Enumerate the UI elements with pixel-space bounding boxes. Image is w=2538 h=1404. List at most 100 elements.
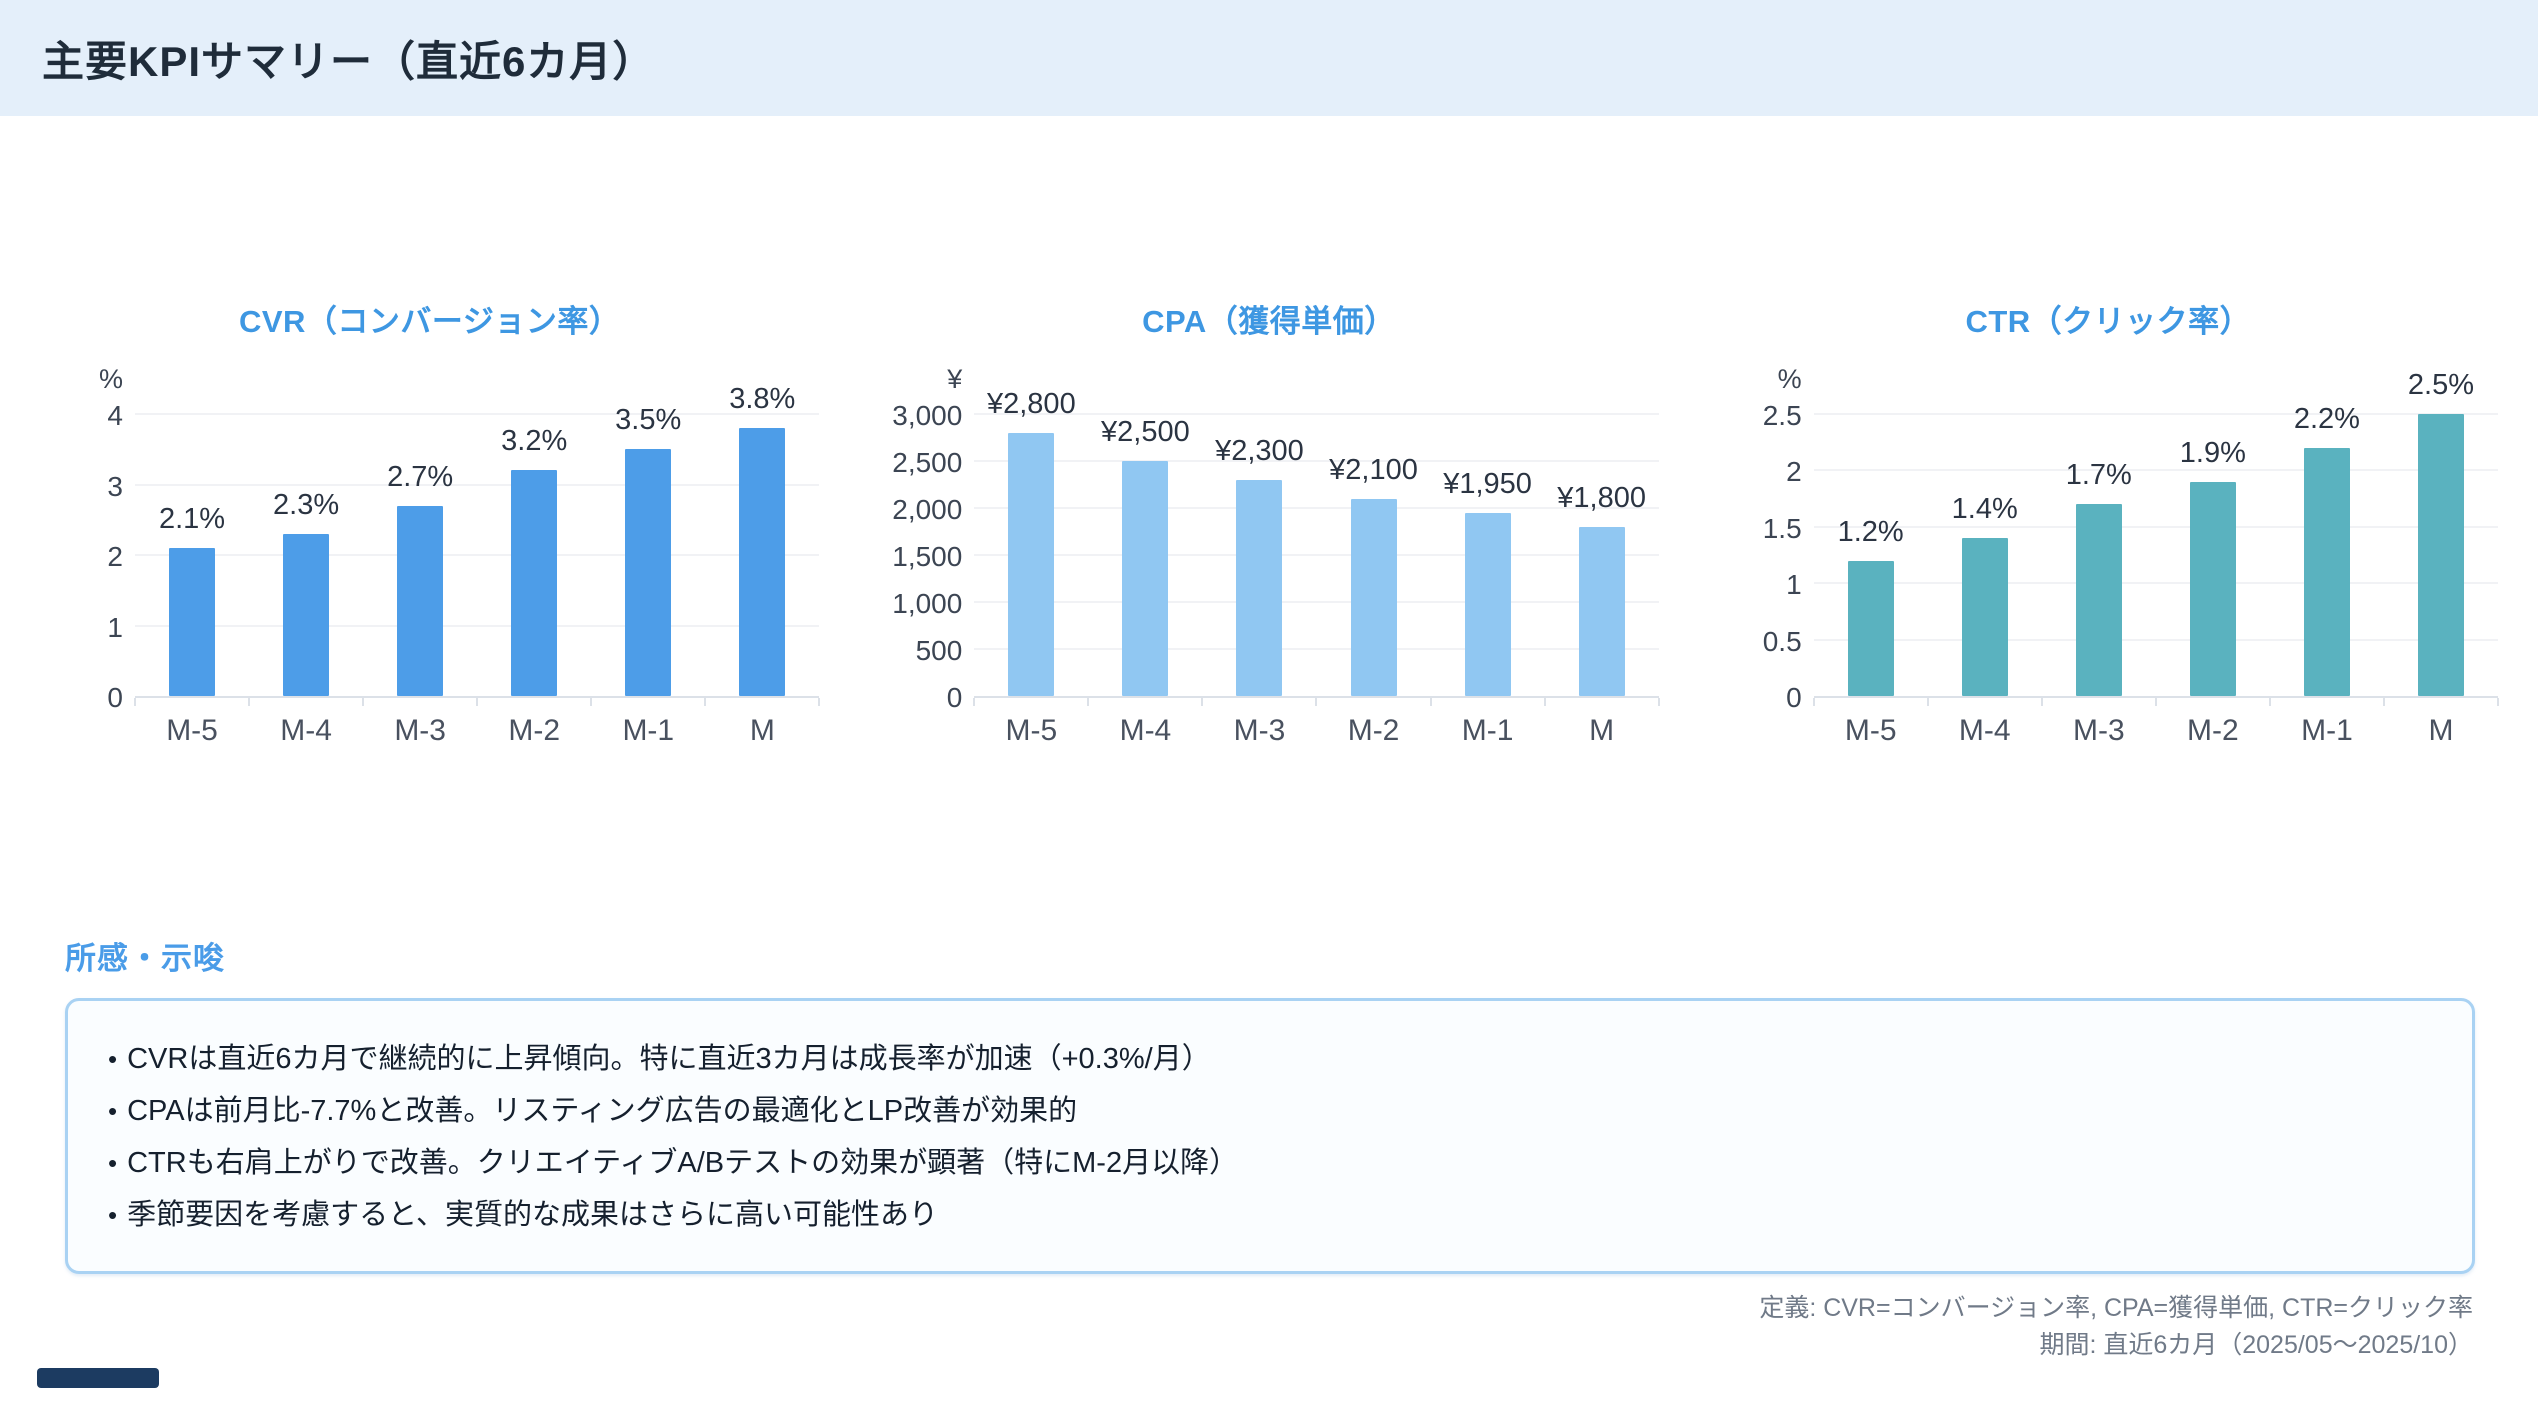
y-tick-label: 3 [107,470,123,502]
bar-M [1578,526,1625,696]
bullet-icon: • [108,1096,118,1126]
chart-cpa: CPA（獲得単価） ¥0 500 1,000 1,500 2,000 2,500 3,000 ¥… [879,296,1660,748]
bar-value-label: 1.4% [1951,493,2018,526]
insight-bullet: • CPAは前月比-7.7%と改善。リスティング広告の最適化とLP改善が効果的 [108,1085,2432,1137]
x-axis-tick [2496,698,2499,706]
page-title: 主要KPIサマリー（直近6カ月） [42,37,656,85]
bar-M-1 [2303,447,2350,696]
gridline [135,554,820,556]
x-axis-tick [2268,698,2271,706]
bar-M-2 [511,470,558,696]
x-axis-tick [1657,698,1660,706]
bar-M-5 [1847,560,1894,696]
bar-value-label: 1.2% [1837,515,1904,548]
bar-M-4 [1961,538,2008,696]
gridline [135,483,820,486]
chart-plot-area: ¥0 500 1,000 1,500 2,000 2,500 3,000 ¥2,800 ¥2,5… [879,364,1660,713]
y-axis: ¥0 500 1,000 1,500 2,000 2,500 3,000 [879,364,974,713]
y-tick-label: 1,000 [892,588,963,619]
bar-value-label: 2.5% [2407,369,2475,401]
x-axis-label: M-2 [508,714,561,747]
plot: ¥2,800 ¥2,500 ¥2,300 ¥2,100 ¥1,950 ¥1,800 [973,388,1660,706]
axis-unit-label: % [1777,364,1802,394]
x-axis-tick [1315,698,1318,706]
x-axis-tick [590,698,593,706]
bar-M-5 [169,547,216,696]
x-axis-label: M-2 [2187,714,2239,747]
y-tick-label: 2 [1786,456,1802,488]
x-axis-label: M-5 [1005,714,1058,747]
x-axis-label: M-3 [2072,714,2125,747]
x-axis-tick [1201,698,1204,706]
gridline [974,601,1659,603]
bar-value-label: 3.8% [729,383,796,416]
gridline [974,507,1659,509]
x-axis-label: M-5 [166,714,218,747]
bar-M [2417,414,2464,696]
y-axis: % 0 0.5 1 1.5 2 2.5 [1719,364,1814,713]
x-axis-tick [248,698,251,706]
x-axis-label: M-4 [280,714,332,747]
bar-M-2 [1350,498,1397,696]
x-axis-label: M [2428,714,2454,747]
x-axis-labels: M-5 M-4 M-3 M-2 M-1 M [974,714,1658,748]
bar-M [739,428,786,696]
chart-cvr: CVR（コンバージョン率）% 0 1 2 3 4 2.1% 2.3% 2.7% 3.2% 3.5% 3… [40,296,821,748]
bar-value-label: ¥1,950 [1443,467,1532,500]
footer: 定義: CVR=コンバージョン率, CPA=獲得単価, CTR=クリック率 期間… [0,1290,2538,1364]
x-axis-label: M-1 [1461,714,1514,747]
gridline [1813,582,2498,585]
y-tick-label: 4 [107,400,123,431]
bar-value-label: 2.1% [158,502,226,535]
axis-unit-label: % [98,364,123,394]
y-tick-label: 1,500 [892,541,963,572]
x-axis-tick [1926,698,1929,706]
insight-bullet: • CTRも右肩上がりで改善。クリエイティブA/Bテストの効果が顕著（特にM-2月… [108,1137,2432,1189]
x-axis-tick [704,698,707,706]
insight-bullet-text: CTRも右肩上がりで改善。クリエイティブA/Bテストの効果が顕著（特にM-2月以… [127,1147,1239,1179]
gridline [974,648,1659,650]
gridline [974,554,1659,556]
x-axis-label: M-3 [1233,714,1286,747]
x-axis-label: M-1 [622,714,675,747]
bar-value-label: 1.7% [2065,459,2132,492]
footer-definition: 定義: CVR=コンバージョン率, CPA=獲得単価, CTR=クリック率 [1759,1294,2473,1322]
insight-bullet: • CVRは直近6カ月で継続的に上昇傾向。特に直近3カ月は成長率が加速（+0.3%… [108,1033,2432,1085]
bar-value-label: 3.5% [615,404,682,437]
bar-value-label: ¥2,300 [1215,434,1304,467]
header-band: 主要KPIサマリー（直近6カ月） [0,0,2538,116]
x-axis-label: M [1589,714,1615,747]
chart-plot-area: % 0 1 2 3 4 2.1% 2.3% 2.7% 3.2% 3.5% 3.8% [40,364,821,713]
insights-heading: 所感・示唆 [65,941,225,976]
gridline [135,624,820,627]
bar-value-label: 2.7% [387,460,454,493]
bar-M-3 [397,505,444,696]
x-axis-tick [1087,698,1090,706]
y-tick-label: 2,000 [892,494,963,525]
bar-value-label: 2.2% [2293,402,2360,435]
bar-M-3 [2075,504,2122,696]
x-axis-tick [476,698,479,706]
x-axis-labels: M-5 M-4 M-3 M-2 M-1 M [1814,714,2498,748]
x-axis-label: M-2 [1347,714,1400,747]
bar-value-label: 3.2% [501,425,568,458]
bar-M-5 [1008,432,1055,696]
chart-ctr: CTR（クリック率）% 0 0.5 1 1.5 2 2.5 1.2% 1.4% 1.7% 1.9% 2… [1719,296,2499,748]
next-section-edge-fragment [37,1368,159,1388]
x-axis-tick [1543,698,1546,706]
insight-bullet-text: CPAは前月比-7.7%と改善。リスティング広告の最適化とLP改善が効果的 [127,1095,1078,1127]
bar-value-label: ¥2,100 [1329,453,1418,486]
bar-value-label: ¥1,800 [1557,481,1646,514]
gridline [974,460,1659,462]
y-tick-label: 0 [946,682,963,713]
y-tick-label: 1.5 [1762,512,1802,544]
y-tick-label: 3,000 [892,400,963,431]
x-axis-labels: M-5 M-4 M-3 M-2 M-1 M [135,714,819,748]
insights-section: 所感・示唆 • CVRは直近6カ月で継続的に上昇傾向。特に直近3カ月は成長率が加速… [0,933,2538,1274]
gridline [1813,469,2498,472]
bar-value-label: 1.9% [2179,436,2246,469]
axis-unit-label: ¥ [947,364,963,394]
bar-M-3 [1236,479,1283,696]
y-tick-label: 0 [107,682,123,713]
chart-title: CTR（クリック率） [1965,304,2252,339]
